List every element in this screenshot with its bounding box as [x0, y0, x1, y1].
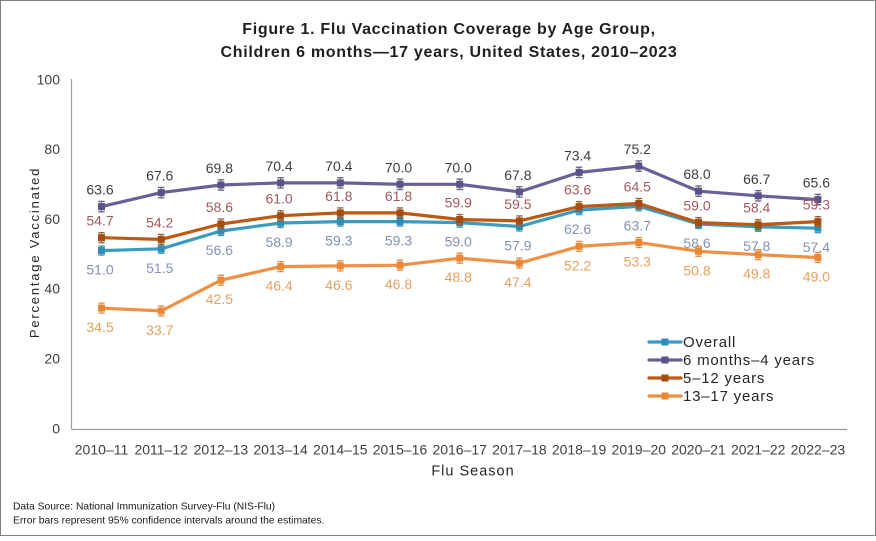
svg-text:63.7: 63.7: [624, 217, 651, 233]
svg-text:70.0: 70.0: [385, 159, 412, 175]
svg-text:46.8: 46.8: [385, 276, 412, 292]
svg-text:2020–21: 2020–21: [671, 442, 726, 458]
svg-text:5–12 years: 5–12 years: [683, 370, 765, 387]
svg-text:63.6: 63.6: [86, 182, 113, 198]
svg-text:59.3: 59.3: [325, 233, 352, 249]
svg-text:61.8: 61.8: [385, 188, 412, 204]
svg-text:67.6: 67.6: [146, 168, 173, 184]
svg-text:52.2: 52.2: [564, 257, 591, 273]
svg-text:46.6: 46.6: [325, 277, 352, 293]
svg-text:50.8: 50.8: [683, 262, 710, 278]
svg-text:57.8: 57.8: [743, 238, 770, 254]
svg-text:68.0: 68.0: [683, 166, 710, 182]
svg-text:2022–23: 2022–23: [791, 442, 846, 458]
svg-text:Percentage Vaccinated: Percentage Vaccinated: [27, 167, 42, 338]
svg-text:46.4: 46.4: [265, 278, 292, 294]
svg-text:75.2: 75.2: [624, 141, 651, 157]
svg-text:2016–17: 2016–17: [432, 442, 487, 458]
svg-text:2021–22: 2021–22: [731, 442, 786, 458]
svg-text:58.9: 58.9: [265, 234, 292, 250]
svg-text:69.8: 69.8: [206, 160, 233, 176]
svg-text:49.0: 49.0: [803, 269, 830, 285]
svg-text:51.0: 51.0: [86, 262, 113, 278]
svg-text:2011–12: 2011–12: [134, 442, 188, 458]
svg-text:64.5: 64.5: [624, 179, 651, 195]
svg-text:13–17 years: 13–17 years: [683, 388, 774, 405]
svg-text:Children 6 months—17 years, Un: Children 6 months—17 years, United State…: [220, 44, 677, 61]
svg-text:2018–19: 2018–19: [552, 442, 607, 458]
svg-text:57.9: 57.9: [504, 238, 531, 254]
svg-text:Data Source: National Immuniza: Data Source: National Immunization Surve…: [13, 502, 275, 513]
svg-text:2010–11: 2010–11: [75, 442, 129, 458]
svg-text:54.7: 54.7: [86, 213, 113, 229]
svg-text:70.0: 70.0: [445, 159, 472, 175]
svg-text:62.6: 62.6: [564, 221, 591, 237]
svg-text:61.8: 61.8: [325, 188, 352, 204]
svg-text:51.5: 51.5: [146, 260, 173, 276]
svg-text:59.9: 59.9: [445, 195, 472, 211]
svg-text:73.4: 73.4: [564, 147, 591, 163]
svg-text:2012–13: 2012–13: [194, 442, 249, 458]
svg-text:67.8: 67.8: [504, 167, 531, 183]
svg-text:59.3: 59.3: [803, 197, 830, 213]
svg-text:53.3: 53.3: [624, 254, 651, 270]
svg-text:48.8: 48.8: [445, 269, 472, 285]
svg-text:Overall: Overall: [683, 334, 736, 351]
svg-text:34.5: 34.5: [86, 319, 113, 335]
svg-text:59.5: 59.5: [504, 196, 531, 212]
svg-text:57.4: 57.4: [803, 239, 830, 255]
svg-text:59.0: 59.0: [445, 234, 472, 250]
svg-text:56.6: 56.6: [206, 242, 233, 258]
svg-text:100: 100: [37, 71, 61, 87]
svg-text:66.7: 66.7: [743, 171, 770, 187]
svg-text:60: 60: [44, 211, 60, 227]
svg-text:Flu Season: Flu Season: [431, 464, 514, 480]
svg-text:2019–20: 2019–20: [612, 442, 667, 458]
svg-text:2014–15: 2014–15: [313, 442, 368, 458]
svg-text:58.4: 58.4: [743, 200, 770, 216]
svg-text:70.4: 70.4: [325, 158, 352, 174]
svg-text:58.6: 58.6: [683, 235, 710, 251]
svg-text:59.0: 59.0: [683, 198, 710, 214]
svg-text:54.2: 54.2: [146, 214, 173, 230]
svg-text:2015–16: 2015–16: [373, 442, 428, 458]
svg-text:0: 0: [52, 420, 60, 436]
svg-text:58.6: 58.6: [206, 199, 233, 215]
svg-text:Figure 1. Flu Vaccination Cove: Figure 1. Flu Vaccination Coverage by Ag…: [242, 21, 656, 38]
svg-text:42.5: 42.5: [206, 291, 233, 307]
svg-text:70.4: 70.4: [265, 158, 292, 174]
svg-text:49.8: 49.8: [743, 266, 770, 282]
svg-text:Error bars represent 95% confi: Error bars represent 95% confidence inte…: [13, 516, 324, 527]
svg-text:2013–14: 2013–14: [253, 442, 308, 458]
svg-text:33.7: 33.7: [146, 322, 173, 338]
svg-text:6 months–4 years: 6 months–4 years: [683, 352, 815, 369]
svg-text:2017–18: 2017–18: [492, 442, 547, 458]
svg-text:63.6: 63.6: [564, 182, 591, 198]
svg-text:47.4: 47.4: [504, 274, 531, 290]
svg-text:61.0: 61.0: [265, 191, 292, 207]
svg-text:20: 20: [44, 351, 60, 367]
svg-text:40: 40: [44, 281, 60, 297]
svg-text:59.3: 59.3: [385, 233, 412, 249]
svg-text:80: 80: [44, 141, 60, 157]
svg-text:65.6: 65.6: [803, 175, 830, 191]
